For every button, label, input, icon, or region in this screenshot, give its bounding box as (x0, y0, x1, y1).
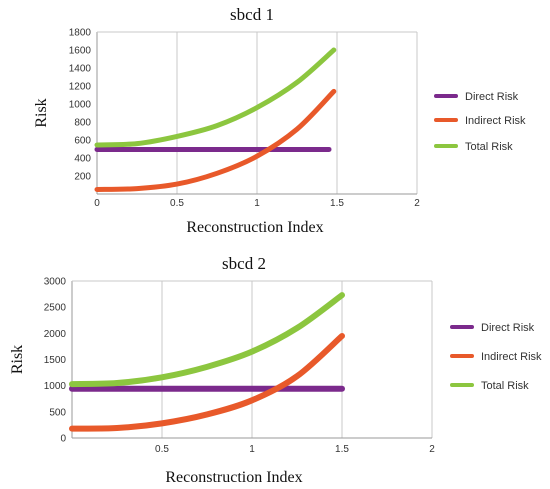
chart-2: sbcd 2 0.5 1 1.5 2 0 500 1000 1500 2000 2500 3000 Re… (9, 254, 542, 486)
y-tick-label: 0 (60, 434, 66, 445)
y-tick-label: 1000 (44, 381, 67, 392)
y-tick-label: 1000 (69, 100, 92, 111)
x-tick-label: 1.5 (330, 198, 344, 209)
x-tick-label: 1 (249, 444, 255, 455)
series-line-indirect-risk (69, 332, 345, 432)
series-line-total-risk (94, 47, 337, 148)
y-tick-label: 200 (74, 172, 91, 183)
x-tick-label: 0 (94, 198, 100, 209)
x-tick-label: 1.5 (335, 444, 349, 455)
chart-title: sbcd 2 (222, 254, 266, 273)
y-tick-label: 400 (74, 154, 91, 165)
y-tick-label: 1400 (69, 64, 92, 75)
y-axis-label: Risk (33, 98, 50, 127)
y-tick-label: 1600 (69, 46, 92, 57)
x-tick-label: 1 (254, 198, 260, 209)
y-tick-label: 800 (74, 118, 91, 129)
y-axis-label: Risk (9, 345, 26, 374)
y-tick-label: 1800 (69, 28, 92, 39)
series-line-total-risk (69, 292, 345, 388)
y-tick-label: 2000 (44, 329, 67, 340)
chart-1: sbcd 1 0 0.5 1 1.5 2 200 400 600 800 1000 1200 1400 1… (33, 5, 526, 236)
y-tick-label: 2500 (44, 303, 67, 314)
y-tick-label: 600 (74, 136, 91, 147)
x-axis-label: Reconstruction Index (165, 469, 302, 486)
legend-label: Total Risk (465, 141, 513, 153)
legend-label: Total Risk (481, 380, 529, 392)
legend-label: Direct Risk (465, 91, 519, 103)
x-tick-label: 2 (414, 198, 420, 209)
chart-title: sbcd 1 (230, 5, 274, 24)
y-tick-label: 1500 (44, 355, 67, 366)
y-tick-label: 1200 (69, 82, 92, 93)
x-tick-label: 0.5 (155, 444, 169, 455)
legend-label: Indirect Risk (481, 351, 542, 363)
y-tick-label: 500 (49, 407, 66, 418)
legend-label: Indirect Risk (465, 115, 526, 127)
x-tick-label: 2 (429, 444, 435, 455)
legend-label: Direct Risk (481, 322, 535, 334)
y-tick-label: 3000 (44, 277, 67, 288)
x-axis-label: Reconstruction Index (186, 219, 323, 236)
series-line-indirect-risk (94, 88, 337, 192)
x-tick-label: 0.5 (170, 198, 184, 209)
